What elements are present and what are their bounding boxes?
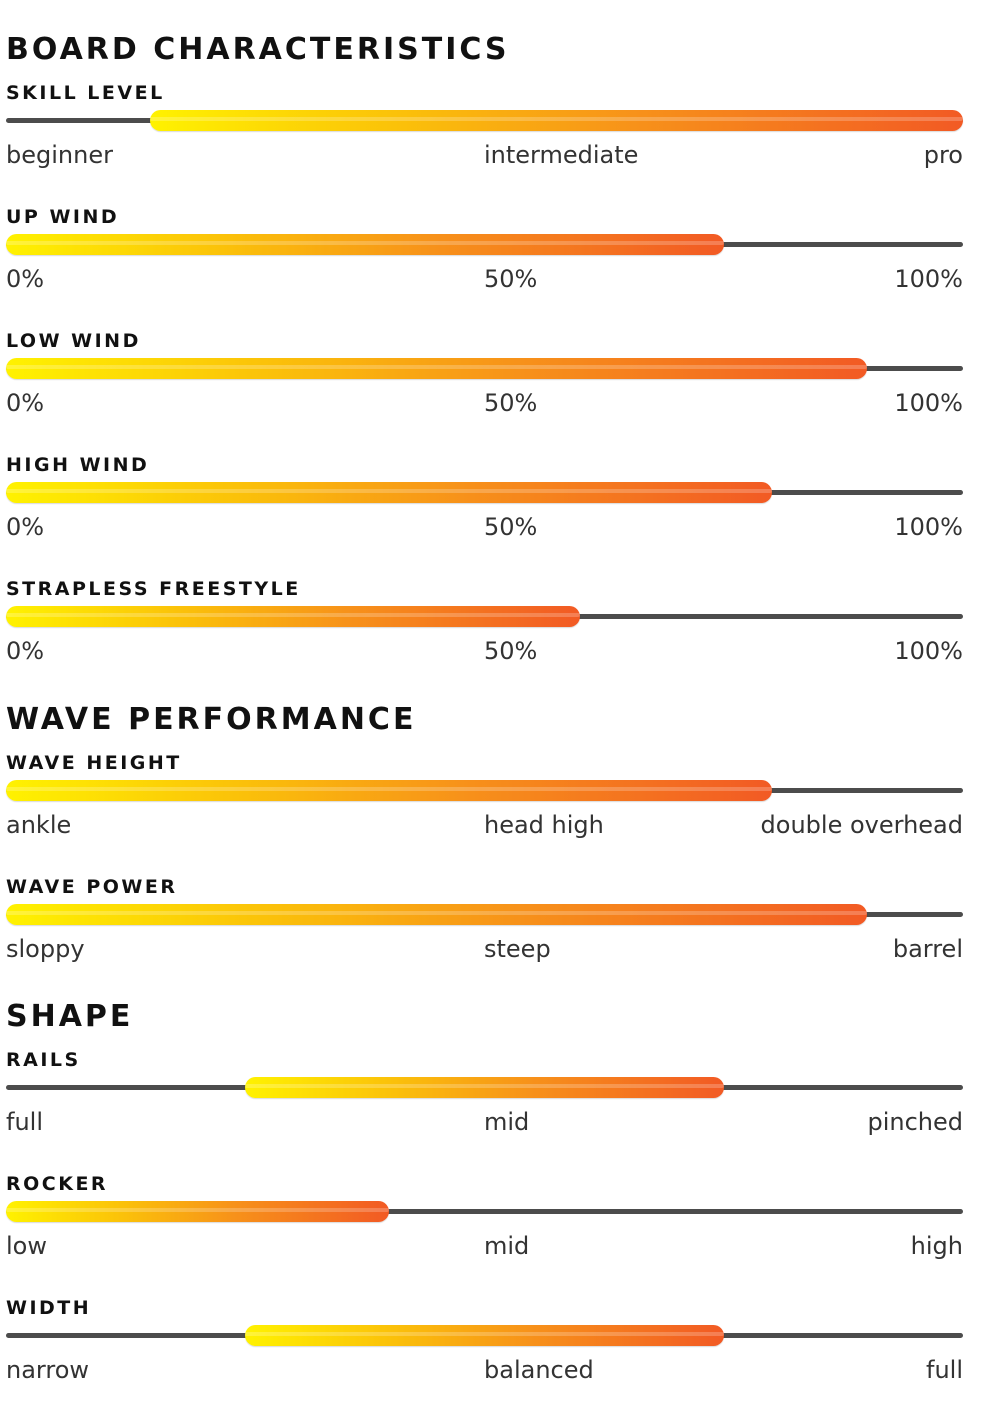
rating-track [6,1325,963,1346]
scale-mid-label: balanced [484,1356,594,1384]
metric-label: WAVE HEIGHT [6,752,182,774]
scale-mid-label: mid [484,1108,530,1136]
rating-track [6,606,963,627]
rating-scale: low mid high [6,1232,963,1260]
rating-scale: 0% 50% 100% [6,389,963,417]
scale-mid-label: steep [484,935,551,963]
rating-track [6,1077,963,1098]
scale-max-label: high [910,1232,963,1260]
scale-mid-label: 50% [484,637,538,665]
scale-min-label: beginner [6,141,113,169]
rating-scale: sloppy steep barrel [6,935,963,963]
scale-max-label: pinched [867,1108,963,1136]
scale-max-label: barrel [892,935,963,963]
rating-scale: 0% 50% 100% [6,265,963,293]
metric-label: RAILS [6,1049,81,1071]
rating-scale: 0% 50% 100% [6,637,963,665]
rating-track [6,780,963,801]
metric-label: LOW WIND [6,330,141,352]
rating-scale: 0% 50% 100% [6,513,963,541]
rating-track [6,482,963,503]
section-title-wave-performance: WAVE PERFORMANCE [6,702,417,737]
section-title-board-characteristics: BOARD CHARACTERISTICS [6,32,510,67]
rating-scale: beginner intermediate pro [6,141,963,169]
scale-min-label: narrow [6,1356,90,1384]
scale-max-label: 100% [894,265,963,293]
scale-min-label: full [6,1108,43,1136]
metric-label: ROCKER [6,1173,109,1195]
rating-fill [6,234,724,255]
metric-label: HIGH WIND [6,454,150,476]
rating-fill [245,1077,724,1098]
scale-max-label: 100% [894,389,963,417]
scale-max-label: 100% [894,513,963,541]
scale-max-label: pro [923,141,963,169]
scale-min-label: 0% [6,265,45,293]
metric-label: STRAPLESS FREESTYLE [6,578,301,600]
rating-track [6,234,963,255]
rating-scale: full mid pinched [6,1108,963,1136]
scale-max-label: 100% [894,637,963,665]
scale-mid-label: 50% [484,513,538,541]
scale-mid-label: mid [484,1232,530,1260]
rating-scale: narrow balanced full [6,1356,963,1384]
scale-max-label: full [926,1356,963,1384]
scale-mid-label: head high [484,811,604,839]
metric-label: WAVE POWER [6,876,178,898]
rating-fill [245,1325,724,1346]
rating-fill [6,780,772,801]
rating-track [6,904,963,925]
scale-mid-label: 50% [484,389,538,417]
scale-min-label: 0% [6,513,45,541]
metric-label: UP WIND [6,206,120,228]
rating-fill [6,1201,389,1222]
rating-fill [6,358,868,379]
scale-mid-label: 50% [484,265,538,293]
rating-track [6,110,964,131]
scale-min-label: ankle [6,811,72,839]
rating-track [6,1201,963,1222]
scale-min-label: low [6,1232,47,1260]
rating-scale: ankle head high double overhead [6,811,963,839]
scale-min-label: 0% [6,389,45,417]
scale-max-label: double overhead [760,811,963,839]
scale-min-label: 0% [6,637,45,665]
rating-fill [6,904,868,925]
section-title-shape: SHAPE [6,999,134,1034]
rating-track [6,358,963,379]
scale-mid-label: intermediate [484,141,639,169]
rating-fill [149,110,964,131]
metric-label: WIDTH [6,1297,92,1319]
metric-label: SKILL LEVEL [6,82,165,104]
rating-fill [6,606,581,627]
rating-fill [6,482,772,503]
scale-min-label: sloppy [6,935,85,963]
